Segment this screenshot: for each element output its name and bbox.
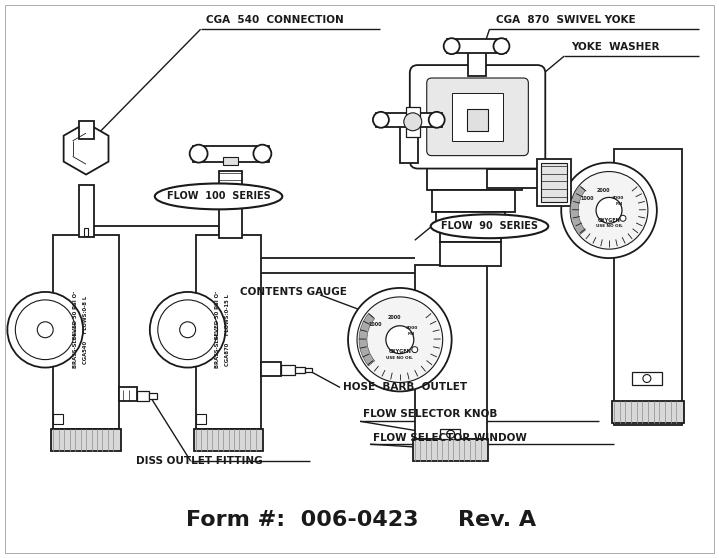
Text: PSI: PSI xyxy=(408,331,416,336)
Circle shape xyxy=(7,292,83,368)
Text: Form #:  006-0423: Form #: 006-0423 xyxy=(186,510,418,530)
Text: 3000: 3000 xyxy=(612,196,624,200)
Bar xyxy=(632,372,661,386)
Bar xyxy=(119,387,137,401)
Circle shape xyxy=(444,38,459,54)
Text: BRASS-SLEEVED 50 PSI O²: BRASS-SLEEVED 50 PSI O² xyxy=(215,291,220,368)
Text: CGA  540  CONNECTION: CGA 540 CONNECTION xyxy=(206,15,344,25)
Bar xyxy=(431,190,516,213)
Text: USE NO OIL: USE NO OIL xyxy=(387,355,413,359)
Circle shape xyxy=(412,347,418,353)
Bar xyxy=(305,368,312,372)
Circle shape xyxy=(643,374,651,382)
Bar xyxy=(223,157,239,165)
Bar xyxy=(487,169,539,189)
Bar xyxy=(51,429,121,451)
Bar xyxy=(53,415,63,424)
Bar xyxy=(537,158,571,206)
Polygon shape xyxy=(63,123,109,175)
Circle shape xyxy=(357,297,443,382)
Text: BRASS-SLEEVED 50 PSI O²: BRASS-SLEEVED 50 PSI O² xyxy=(73,291,78,368)
Bar xyxy=(467,46,485,76)
Bar xyxy=(53,235,119,429)
Bar xyxy=(79,121,94,139)
Bar xyxy=(193,429,263,451)
Ellipse shape xyxy=(155,184,283,209)
Text: USE NO OIL: USE NO OIL xyxy=(595,224,623,228)
Bar xyxy=(281,364,296,374)
Bar xyxy=(79,185,94,237)
Bar xyxy=(193,146,270,162)
Bar xyxy=(440,429,459,439)
Wedge shape xyxy=(359,314,375,366)
Wedge shape xyxy=(570,185,585,235)
Bar xyxy=(452,93,503,141)
Circle shape xyxy=(386,326,414,354)
Text: 1000: 1000 xyxy=(368,323,382,328)
Bar xyxy=(446,39,506,53)
Bar xyxy=(614,148,682,425)
Circle shape xyxy=(446,430,454,438)
Bar xyxy=(440,242,501,266)
Bar xyxy=(196,415,206,424)
Circle shape xyxy=(570,171,648,249)
Circle shape xyxy=(157,300,218,359)
Bar xyxy=(149,393,157,400)
Bar xyxy=(137,392,149,401)
Bar xyxy=(413,439,488,461)
Bar xyxy=(440,228,501,242)
Circle shape xyxy=(150,292,226,368)
Circle shape xyxy=(562,162,657,258)
FancyBboxPatch shape xyxy=(427,78,528,156)
Text: FLOW SELECTOR WINDOW: FLOW SELECTOR WINDOW xyxy=(373,433,527,443)
Circle shape xyxy=(37,322,53,338)
Text: CGA  870  SWIVEL YOKE: CGA 870 SWIVEL YOKE xyxy=(496,15,636,25)
Text: CGA870    FLOWS:0-15 L: CGA870 FLOWS:0-15 L xyxy=(225,294,230,365)
Bar xyxy=(196,235,262,429)
Bar xyxy=(541,162,567,203)
Text: FLOW  90  SERIES: FLOW 90 SERIES xyxy=(441,222,538,231)
Bar xyxy=(400,123,418,162)
Circle shape xyxy=(596,198,622,223)
Ellipse shape xyxy=(431,214,549,238)
Bar xyxy=(296,367,305,373)
Circle shape xyxy=(190,145,208,162)
Circle shape xyxy=(180,322,196,338)
Text: CGA540    FLOWS:0-8 L: CGA540 FLOWS:0-8 L xyxy=(83,296,88,364)
Bar xyxy=(262,362,281,376)
Text: OXYGEN: OXYGEN xyxy=(388,349,411,354)
Text: OXYGEN: OXYGEN xyxy=(597,218,620,223)
Text: HOSE  BARB  OUTLET: HOSE BARB OUTLET xyxy=(343,382,467,392)
Text: YOKE  WASHER: YOKE WASHER xyxy=(571,42,659,52)
Circle shape xyxy=(404,113,422,131)
Circle shape xyxy=(15,300,75,359)
Text: CONTENTS GAUGE: CONTENTS GAUGE xyxy=(240,287,347,297)
Circle shape xyxy=(429,112,444,128)
Text: 3000: 3000 xyxy=(406,326,418,330)
Text: 2000: 2000 xyxy=(388,315,402,320)
Text: 2000: 2000 xyxy=(596,188,610,193)
Bar xyxy=(467,109,488,131)
Text: DISS OUTLET FITTING: DISS OUTLET FITTING xyxy=(136,456,262,466)
Bar xyxy=(427,161,523,190)
Bar xyxy=(436,213,505,230)
Text: Rev. A: Rev. A xyxy=(457,510,536,530)
Bar xyxy=(415,265,487,439)
Circle shape xyxy=(620,215,626,222)
Circle shape xyxy=(348,288,452,392)
Text: 1000: 1000 xyxy=(580,196,594,201)
Bar xyxy=(406,107,420,137)
Circle shape xyxy=(253,145,271,162)
FancyBboxPatch shape xyxy=(410,65,545,169)
Bar xyxy=(376,113,441,127)
Text: PSI: PSI xyxy=(615,203,623,206)
Circle shape xyxy=(373,112,389,128)
Bar xyxy=(612,401,684,424)
Text: FLOW  100  SERIES: FLOW 100 SERIES xyxy=(167,191,270,201)
Circle shape xyxy=(493,38,510,54)
Bar xyxy=(84,228,88,236)
Bar xyxy=(219,171,242,238)
Text: FLOW SELECTOR KNOB: FLOW SELECTOR KNOB xyxy=(363,410,498,419)
